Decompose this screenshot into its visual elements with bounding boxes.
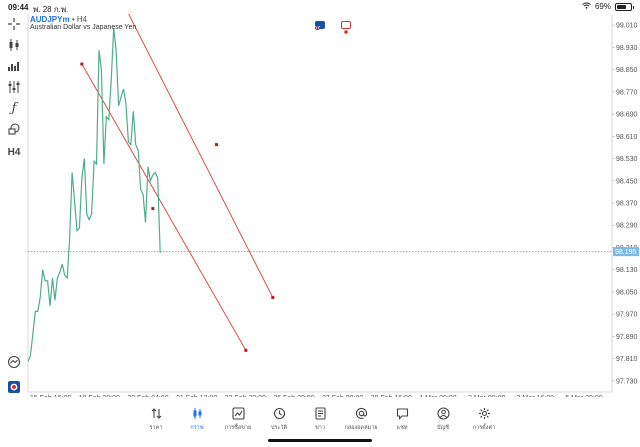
price-tick-label: 97.890 [616, 334, 638, 341]
price-tick-label: 98.130 [616, 267, 638, 274]
symbol-label[interactable]: AUDJPYm • H4 [30, 15, 87, 24]
price-tick-label: 98.290 [616, 223, 638, 230]
chart-type-candles-icon[interactable] [5, 37, 23, 53]
nav-mailbox-label: กล่องจดหมาย [344, 425, 378, 431]
date-tick-label: 26 Feb 00:00 [273, 395, 314, 397]
date-tick-label: 27 Feb 08:00 [322, 395, 363, 397]
nav-chat[interactable]: แชท [382, 400, 423, 447]
symbol-timeframe: • H4 [71, 15, 88, 24]
nav-news[interactable]: ข่าว [300, 400, 341, 447]
nav-quotes[interactable]: ราคา [136, 400, 177, 447]
mailbox-at-icon [355, 407, 368, 420]
price-tick-label: 98.370 [616, 201, 638, 208]
battery-icon [615, 2, 634, 11]
date-tick-label: 1 Mar 00:00 [419, 395, 456, 397]
crosshair-icon[interactable] [5, 16, 23, 32]
chat-bubble-icon [396, 407, 409, 420]
date-tick-label: 22 Feb 20:00 [225, 395, 266, 397]
status-right: 69% [582, 2, 634, 11]
nav-history-label: ประวัติ [270, 425, 288, 431]
date-tick-label: 18 Feb 20:00 [79, 395, 120, 397]
wifi-icon [582, 2, 591, 11]
trend-line[interactable] [81, 63, 247, 351]
price-tick-label: 98.450 [616, 178, 638, 185]
nav-chart-label: กราฟ [190, 425, 204, 431]
aud-flag-icon [314, 21, 325, 32]
left-toolbar: ƒ H4 [0, 14, 28, 397]
current-price-label: 98.195 [615, 249, 637, 256]
bottom-navigation: ราคา กราฟ การซื้อขาย ประวัติ ข่าว กล่องจ… [0, 400, 640, 447]
nav-mailbox[interactable]: กล่องจดหมาย [341, 400, 382, 447]
quotes-arrows-icon [150, 407, 163, 420]
nav-chat-label: แชท [396, 425, 408, 431]
nav-settings[interactable]: การตั้งค่า [464, 400, 505, 447]
status-bar: 09:44 พ. 28 ก.พ. 69% [0, 0, 640, 14]
price-line-series [27, 27, 161, 362]
nav-quotes-label: ราคา [149, 425, 163, 431]
date-tick-label: 28 Feb 16:00 [371, 395, 412, 397]
price-tick-label: 98.050 [616, 289, 638, 296]
price-tick-label: 98.930 [616, 45, 638, 52]
function-icon[interactable]: ƒ [11, 100, 17, 116]
price-tick-label: 97.810 [616, 356, 638, 363]
trend-line-anchor[interactable] [244, 348, 248, 352]
price-tick-label: 97.970 [616, 312, 638, 319]
status-time: 09:44 [8, 3, 29, 12]
date-tick-label: 15 Feb 16:00 [30, 395, 71, 397]
timeframe-button[interactable]: H4 [7, 146, 21, 158]
trend-line-anchor[interactable] [80, 62, 84, 66]
nav-settings-label: การตั้งค่า [472, 425, 496, 431]
nav-account[interactable]: บัญชี [423, 400, 464, 447]
status-date: พ. 28 ก.พ. [33, 5, 69, 14]
current-price-badge [613, 247, 639, 257]
settings-gear-icon [478, 407, 491, 420]
nav-account-label: บัญชี [437, 425, 449, 431]
price-tick-label: 98.690 [616, 112, 638, 119]
price-tick-label: 97.730 [616, 378, 638, 385]
date-tick-label: 21 Feb 12:00 [176, 395, 217, 397]
date-tick-label: 20 Feb 04:00 [127, 395, 168, 397]
nav-chart[interactable]: กราฟ [177, 400, 218, 447]
price-tick-label: 99.010 [616, 23, 638, 30]
signals-icon[interactable] [5, 354, 23, 370]
trend-line[interactable] [109, 14, 274, 298]
candles-icon [191, 407, 204, 420]
trade-chart-icon [231, 407, 245, 420]
nav-history[interactable]: ประวัติ [259, 400, 300, 447]
news-icon [314, 407, 327, 420]
date-tick-label: 5 Mar 00:00 [565, 395, 602, 397]
price-tick-label: 98.530 [616, 156, 638, 163]
nav-trade[interactable]: การซื้อขาย [218, 400, 259, 447]
account-user-icon [436, 407, 450, 420]
home-indicator [268, 439, 372, 442]
nav-trade-label: การซื้อขาย [224, 425, 252, 431]
date-tick-label: 3 Mar 16:00 [517, 395, 554, 397]
price-tick-label: 98.850 [616, 67, 638, 74]
trend-line-anchor[interactable] [151, 207, 155, 211]
jpy-flag-icon [341, 21, 351, 34]
history-clock-icon [273, 407, 286, 420]
price-tick-label: 98.770 [616, 89, 638, 96]
symbol-description: Australian Dollar vs Japanese Yen [30, 24, 137, 31]
price-chart[interactable]: 99.010 98.930 98.850 98.770 98.690 98.610 98.5… [0, 14, 640, 397]
trend-line-anchor[interactable] [214, 143, 218, 147]
nav-news-label: ข่าว [315, 425, 325, 431]
price-tick-label: 98.610 [616, 134, 638, 141]
date-tick-label: 2 Mar 08:00 [468, 395, 505, 397]
indicators-icon[interactable] [5, 58, 23, 74]
objects-shapes-icon[interactable] [5, 121, 23, 137]
battery-percent: 69% [594, 2, 611, 11]
currency-pair-icon[interactable] [5, 379, 23, 395]
trend-line-anchor[interactable] [271, 296, 275, 299]
symbol-code: AUDJPYm [30, 15, 70, 24]
chart-settings-sliders-icon[interactable] [5, 79, 23, 95]
